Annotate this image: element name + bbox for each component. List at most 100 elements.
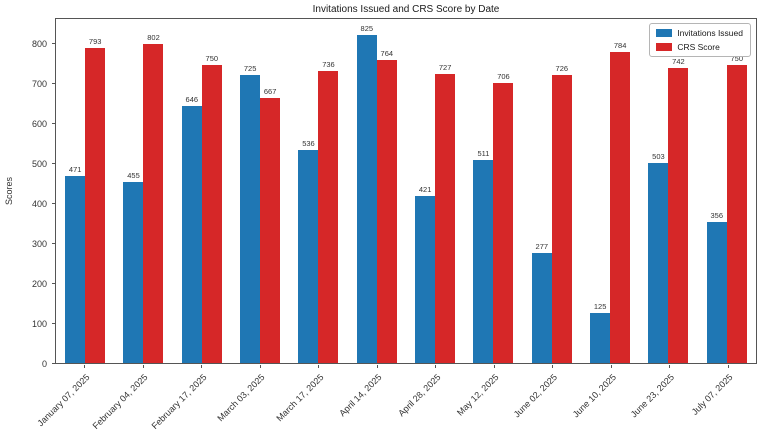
y-tick-mark	[52, 83, 55, 85]
x-tick-label-text: February 04, 2025	[90, 372, 150, 432]
x-tick-label-text: May 12, 2025	[455, 372, 501, 418]
bar-value-label: 750	[730, 54, 744, 64]
y-tick-label: 700	[31, 79, 47, 90]
x-tick-mark	[493, 365, 495, 368]
bar-value-label: 825	[360, 24, 374, 34]
bar-invitations-issued: 646	[181, 95, 202, 363]
bar-crs-score: 726	[551, 64, 572, 363]
bar-group: 825 764	[348, 19, 406, 363]
bar-value-label: 793	[88, 37, 102, 46]
y-tick-mark	[52, 203, 55, 205]
x-tick-label-text: June 10, 2025	[570, 372, 618, 420]
y-tick-label: 200	[31, 279, 47, 290]
bar-crs-score: 727	[435, 63, 456, 363]
bar-value-label: 742	[672, 57, 685, 67]
y-tick-label: 400	[31, 199, 47, 210]
x-tick-mark	[610, 365, 612, 368]
y-tick-mark	[52, 243, 55, 245]
y-tick-mark	[52, 363, 55, 364]
bar-crs-score: 742	[668, 57, 689, 363]
bar-value-label: 503	[652, 152, 665, 162]
bar-group: 536 736	[289, 19, 347, 363]
bar-group: 511 706	[464, 19, 522, 363]
bar-invitations-issued: 125	[590, 302, 611, 363]
bar-value-label: 784	[613, 40, 627, 50]
bar-value-label: 277	[535, 241, 549, 251]
bar-crs-score: 736	[318, 60, 339, 363]
y-tick-label: 0	[41, 359, 47, 369]
bar-invitations-issued: 536	[298, 139, 319, 363]
chart-title: Invitations Issued and CRS Score by Date	[312, 4, 500, 15]
bar-invitations-issued: 503	[648, 152, 669, 363]
y-tick-label: 500	[31, 159, 47, 170]
bar-value-label: 706	[497, 71, 510, 81]
legend-swatch-crs-icon	[656, 43, 673, 51]
x-tick-label-text: March 17, 2025	[274, 372, 326, 424]
y-axis-ticks: 0 100 200 300 400 500 600 700 800	[0, 18, 55, 369]
legend-label-invitations: Invitations Issued	[677, 28, 743, 38]
x-tick-label-text: February 17, 2025	[149, 372, 209, 432]
bar-group: 725 667	[231, 19, 289, 363]
plot-area: 471 793 455 802 646 750 725 667 536 736 825 764 421 7…	[55, 18, 757, 364]
bar-crs-score: 750	[201, 54, 222, 363]
legend-item-invitations: Invitations Issued	[656, 28, 743, 38]
bar-value-label: 764	[380, 48, 394, 58]
legend-item-crs: CRS Score	[656, 42, 743, 52]
x-tick-label-text: January 07, 2025	[35, 372, 92, 429]
bar-group: 471 793	[56, 19, 114, 363]
bar-group: 277 726	[523, 19, 581, 363]
bar-value-label: 726	[555, 63, 569, 73]
bar-value-label: 356	[710, 210, 724, 220]
bar-invitations-issued: 421	[415, 185, 436, 363]
bar-value-label: 471	[68, 164, 82, 174]
bar-crs-score: 750	[726, 54, 747, 363]
y-tick-label: 300	[31, 239, 47, 250]
x-tick-mark	[201, 365, 203, 368]
bar-crs-score: 802	[143, 33, 164, 363]
bar-invitations-issued: 825	[356, 24, 377, 363]
x-tick-mark	[84, 365, 86, 368]
bar-crs-score: 706	[493, 72, 514, 363]
bar-crs-score: 764	[376, 49, 397, 363]
bar-value-label: 511	[477, 149, 490, 159]
x-tick-label-text: April 28, 2025	[395, 372, 443, 419]
bar-invitations-issued: 455	[123, 171, 144, 363]
bar-value-label: 455	[127, 171, 140, 181]
bar-group: 421 727	[406, 19, 464, 363]
bar-value-label: 725	[243, 64, 257, 74]
bar-value-label: 750	[205, 54, 219, 64]
bar-crs-score: 667	[260, 87, 281, 363]
x-tick-mark	[259, 365, 261, 368]
x-tick-mark	[552, 365, 554, 368]
bar-value-label: 727	[438, 63, 452, 73]
x-tick-mark	[727, 365, 729, 368]
x-tick-mark	[318, 365, 320, 368]
bar-invitations-issued: 725	[240, 64, 261, 363]
y-tick-mark	[52, 43, 55, 45]
x-tick-label-text: March 03, 2025	[215, 372, 267, 424]
y-tick-label: 100	[31, 319, 47, 330]
legend-swatch-invitations-icon	[656, 29, 673, 37]
x-tick-mark	[142, 365, 144, 368]
bar-value-label: 802	[147, 33, 160, 43]
y-tick-label: 600	[31, 119, 47, 130]
y-tick-label: 800	[31, 39, 47, 50]
x-axis-ticks: January 07, 2025 February 04, 2025 Februar…	[35, 365, 757, 439]
bar-crs-score: 784	[610, 41, 631, 363]
legend: Invitations Issued CRS Score	[649, 23, 751, 57]
legend-label-crs: CRS Score	[677, 42, 720, 52]
y-tick-mark	[52, 123, 55, 125]
bar-value-label: 736	[322, 59, 335, 69]
x-tick-label-text: April 14, 2025	[337, 372, 384, 419]
bar-group: 646 750	[173, 19, 231, 363]
x-tick-mark	[435, 365, 437, 368]
x-tick-mark	[669, 365, 671, 368]
bar-group: 455 802	[114, 19, 172, 363]
y-tick-mark	[52, 323, 55, 325]
x-tick-label-text: July 07, 2025	[689, 372, 735, 417]
bar-groups: 471 793 455 802 646 750 725 667 536 736 825 764 421 7…	[56, 19, 756, 363]
x-tick-mark	[376, 365, 378, 368]
bar-crs-score: 793	[85, 37, 106, 363]
bar-group: 125 784	[581, 19, 639, 363]
